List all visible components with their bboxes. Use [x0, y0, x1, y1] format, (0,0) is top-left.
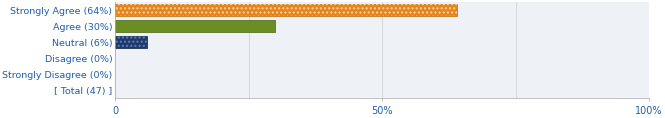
Bar	[115, 4, 457, 16]
Bar	[115, 20, 275, 32]
Bar	[115, 36, 147, 48]
Bar	[115, 4, 457, 16]
Bar	[115, 36, 147, 48]
